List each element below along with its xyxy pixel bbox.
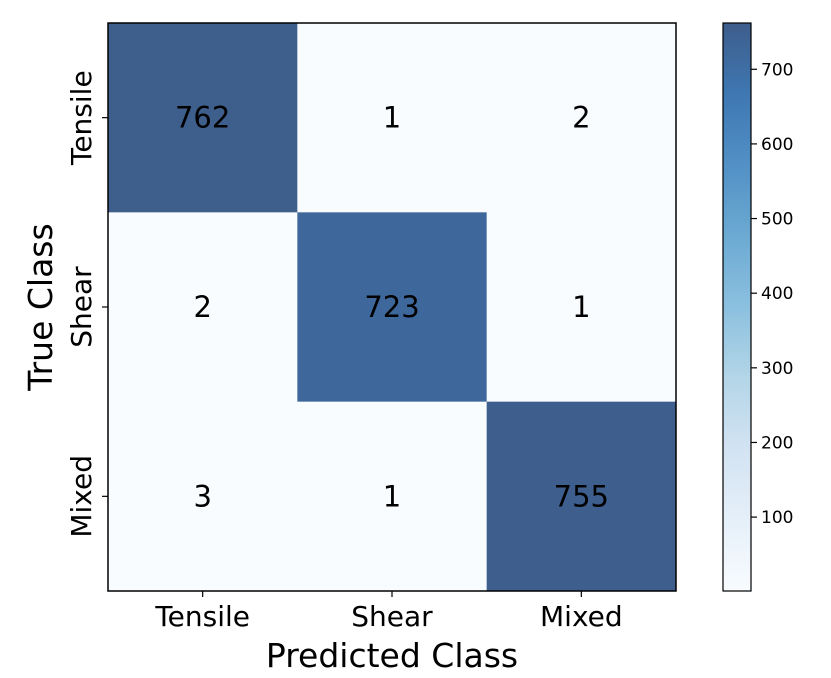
cell-value-label: 755 <box>554 479 609 513</box>
heatmap-cell <box>108 23 298 213</box>
heatmap-cell <box>108 401 298 592</box>
x-tick-label: Tensile <box>154 600 250 633</box>
colorbar-tick-label: 300 <box>761 359 793 379</box>
cell-value-label: 1 <box>383 479 401 513</box>
colorbar-tick-label: 600 <box>761 135 793 155</box>
cell-value-label: 723 <box>364 290 419 324</box>
colorbar-tick-label: 100 <box>761 508 793 528</box>
colorbar: 100 200 300 400 500 600 700 <box>722 22 793 592</box>
x-tick-label: Shear <box>351 600 433 633</box>
y-tick-label: Tensile <box>65 70 98 166</box>
heatmap-cell <box>486 212 677 403</box>
heatmap-cells <box>108 23 677 592</box>
cell-value-labels: 762 1 2 2 723 1 3 1 755 <box>175 101 609 514</box>
heatmap-cell <box>486 23 677 213</box>
heatmap-cell <box>297 401 488 592</box>
x-axis-label: Predicted Class <box>266 636 518 673</box>
heatmap-cell <box>297 212 488 403</box>
cell-value-label: 1 <box>572 290 590 324</box>
colorbar-tick-label: 500 <box>761 210 793 230</box>
cell-value-label: 2 <box>193 290 211 324</box>
y-axis-label: True Class <box>21 223 60 391</box>
y-axis-ticks: Tensile Shear Mixed <box>65 70 108 538</box>
cell-value-label: 2 <box>572 101 590 135</box>
cell-value-label: 3 <box>193 479 211 513</box>
colorbar-tick-label: 700 <box>761 60 793 80</box>
y-tick-label: Shear <box>65 266 98 348</box>
cell-value-label: 1 <box>383 101 401 135</box>
y-tick-label: Mixed <box>65 455 98 538</box>
x-tick-label: Mixed <box>540 600 623 633</box>
colorbar-tick-label: 200 <box>761 433 793 453</box>
cell-value-label: 762 <box>175 101 230 135</box>
heatmap-cell <box>108 212 298 403</box>
colorbar-tick-label: 400 <box>761 284 793 304</box>
colorbar-gradient <box>722 22 752 592</box>
x-axis-ticks: Tensile Shear Mixed <box>154 591 623 633</box>
heatmap-cell <box>297 23 488 213</box>
colorbar-ticks: 100 200 300 400 500 600 700 <box>751 60 793 528</box>
heatmap-cell <box>486 401 677 592</box>
